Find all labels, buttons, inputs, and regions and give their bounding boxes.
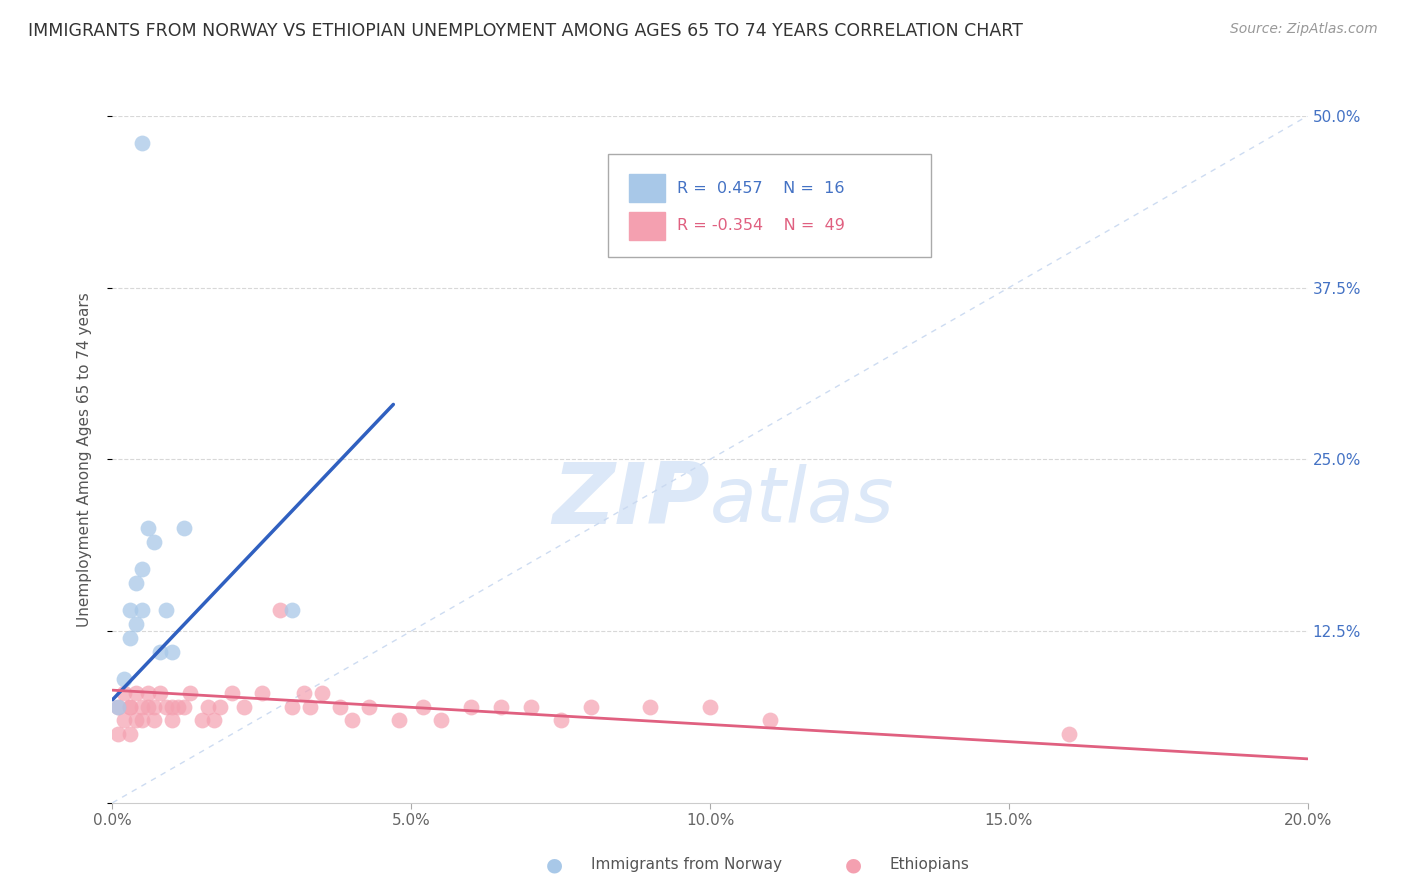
Y-axis label: Unemployment Among Ages 65 to 74 years: Unemployment Among Ages 65 to 74 years	[77, 292, 91, 627]
Text: IMMIGRANTS FROM NORWAY VS ETHIOPIAN UNEMPLOYMENT AMONG AGES 65 TO 74 YEARS CORRE: IMMIGRANTS FROM NORWAY VS ETHIOPIAN UNEM…	[28, 22, 1024, 40]
Point	[125, 617, 148, 632]
Point	[197, 699, 219, 714]
Point	[162, 699, 183, 714]
Point	[114, 672, 135, 686]
Point	[143, 714, 166, 728]
Point	[138, 686, 160, 700]
Point	[162, 645, 183, 659]
Point	[120, 699, 142, 714]
Point	[149, 686, 172, 700]
Point	[281, 603, 304, 617]
FancyBboxPatch shape	[609, 153, 931, 257]
Point	[125, 686, 148, 700]
Point	[131, 136, 153, 151]
Point	[699, 699, 721, 714]
Point	[131, 714, 153, 728]
Point	[292, 686, 315, 700]
Point	[359, 699, 381, 714]
Point	[638, 699, 662, 714]
Point	[179, 686, 201, 700]
Point	[162, 714, 183, 728]
Point	[250, 686, 273, 700]
Point	[173, 699, 195, 714]
Point	[138, 699, 160, 714]
Bar	[628, 174, 665, 202]
Text: Immigrants from Norway: Immigrants from Norway	[591, 857, 782, 872]
Point	[120, 603, 142, 617]
Point	[125, 576, 148, 591]
Point	[143, 534, 166, 549]
Point	[191, 714, 214, 728]
Point	[232, 699, 256, 714]
Point	[131, 603, 153, 617]
Text: R = -0.354    N =  49: R = -0.354 N = 49	[676, 219, 845, 234]
Point	[149, 645, 172, 659]
Point	[107, 699, 129, 714]
Point	[155, 603, 177, 617]
Point	[269, 603, 291, 617]
Point	[759, 714, 782, 728]
Point	[120, 631, 142, 645]
Text: R =  0.457    N =  16: R = 0.457 N = 16	[676, 180, 844, 195]
Point	[460, 699, 482, 714]
Point	[489, 699, 512, 714]
Point	[120, 699, 142, 714]
Text: atlas: atlas	[710, 464, 894, 538]
Point	[167, 699, 190, 714]
Point	[388, 714, 411, 728]
Point	[221, 686, 243, 700]
Point	[412, 699, 434, 714]
Point	[155, 699, 177, 714]
Point	[143, 699, 166, 714]
Point	[550, 714, 572, 728]
Point	[208, 699, 231, 714]
Point	[138, 521, 160, 535]
Point	[107, 727, 129, 741]
Point	[107, 699, 129, 714]
Point	[125, 714, 148, 728]
Point	[298, 699, 321, 714]
Point	[311, 686, 333, 700]
Point	[328, 699, 352, 714]
Point	[430, 714, 453, 728]
Point	[131, 699, 153, 714]
Point	[340, 714, 363, 728]
Text: ●: ●	[546, 855, 564, 874]
Point	[120, 727, 142, 741]
Text: Ethiopians: Ethiopians	[889, 857, 969, 872]
Point	[1057, 727, 1080, 741]
Point	[114, 714, 135, 728]
Point	[579, 699, 602, 714]
Text: ZIP: ZIP	[553, 459, 710, 542]
Point	[114, 686, 135, 700]
Bar	[628, 212, 665, 240]
Point	[281, 699, 304, 714]
Text: ●: ●	[845, 855, 862, 874]
Point	[202, 714, 225, 728]
Point	[131, 562, 153, 576]
Text: Source: ZipAtlas.com: Source: ZipAtlas.com	[1230, 22, 1378, 37]
Point	[173, 521, 195, 535]
Point	[520, 699, 543, 714]
